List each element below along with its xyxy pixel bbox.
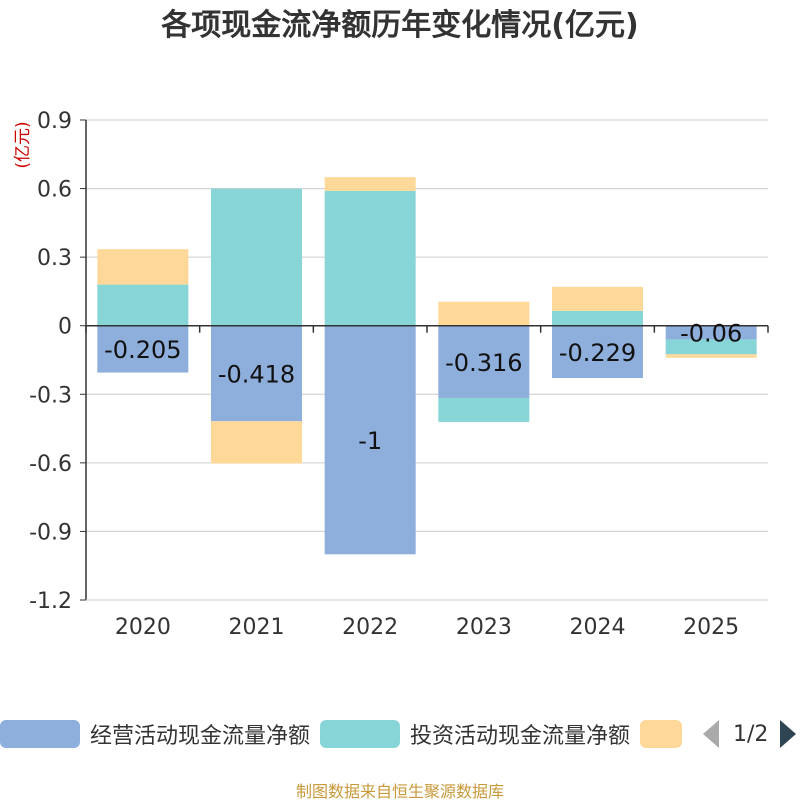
data-label-2025: -0.06 xyxy=(680,320,742,348)
x-tick-label: 2024 xyxy=(570,615,626,640)
y-tick-label: -0.6 xyxy=(29,452,72,477)
bar-2020-series-1 xyxy=(97,284,189,326)
x-tick-label: 2023 xyxy=(456,615,512,640)
x-tick-label: 2025 xyxy=(683,615,739,640)
bar-2024-series-2 xyxy=(552,286,643,311)
bar-2021-series-1 xyxy=(211,188,302,326)
y-tick-label: 0.9 xyxy=(37,109,72,134)
y-tick-label: 0.6 xyxy=(37,178,72,203)
legend-next-arrow-icon[interactable] xyxy=(780,720,797,748)
legend-swatch-financing xyxy=(640,720,682,748)
data-label-2022: -1 xyxy=(358,427,382,455)
legend: 经营活动现金流量净额 投资活动现金流量净额 1/2 xyxy=(0,716,800,752)
y-tick-label: -0.3 xyxy=(29,383,72,408)
y-tick-label: -1.2 xyxy=(29,589,72,614)
y-tick-label: -0.9 xyxy=(29,520,72,545)
bar-2024-series-0 xyxy=(552,325,643,379)
chart-title: 各项现金流净额历年变化情况(亿元) xyxy=(161,8,639,43)
legend-item-operating[interactable]: 经营活动现金流量净额 xyxy=(0,716,310,752)
bar-2025-series-1 xyxy=(665,339,757,355)
x-tick-label: 2022 xyxy=(342,615,398,640)
y-axis-unit-label: (亿元) xyxy=(13,121,33,168)
bar-2025-series-2 xyxy=(665,354,757,358)
bar-2023-series-2 xyxy=(438,301,530,326)
bar-2020-series-0 xyxy=(97,325,189,373)
bar-2023-series-0 xyxy=(438,325,530,398)
data-label-2020: -0.205 xyxy=(104,336,181,364)
legend-label-investing: 投资活动现金流量净额 xyxy=(410,724,631,749)
legend-prev-arrow-icon[interactable] xyxy=(703,720,719,748)
x-tick-label: 2021 xyxy=(229,615,285,640)
data-label-2023: -0.316 xyxy=(445,349,522,377)
bar-2022-series-0 xyxy=(324,325,416,555)
bar-2022-series-2 xyxy=(324,177,416,191)
source-note: 制图数据来自恒生聚源数据库 xyxy=(295,782,504,801)
legend-label-operating: 经营活动现金流量净额 xyxy=(90,724,311,749)
bar-2022-series-1 xyxy=(324,190,416,326)
x-tick-label: 2020 xyxy=(115,615,171,640)
bar-2024-series-1 xyxy=(552,310,643,326)
bar-2023-series-1 xyxy=(438,397,530,422)
legend-item-financing[interactable] xyxy=(640,716,692,752)
y-tick-label: 0.3 xyxy=(37,246,72,271)
legend-item-investing[interactable]: 投资活动现金流量净额 xyxy=(320,716,630,752)
data-label-2021: -0.418 xyxy=(218,360,295,388)
bar-2025-series-0 xyxy=(665,325,757,340)
legend-swatch-operating xyxy=(0,720,80,748)
bar-2021-series-2 xyxy=(211,421,302,464)
y-tick-label: 0 xyxy=(58,315,72,340)
legend-swatch-investing xyxy=(320,720,400,748)
bar-2020-series-2 xyxy=(97,249,189,285)
data-label-2024: -0.229 xyxy=(559,339,636,367)
bar-2021-series-0 xyxy=(211,325,302,422)
legend-pager: 1/2 xyxy=(703,716,797,752)
legend-page-indicator: 1/2 xyxy=(733,721,769,747)
